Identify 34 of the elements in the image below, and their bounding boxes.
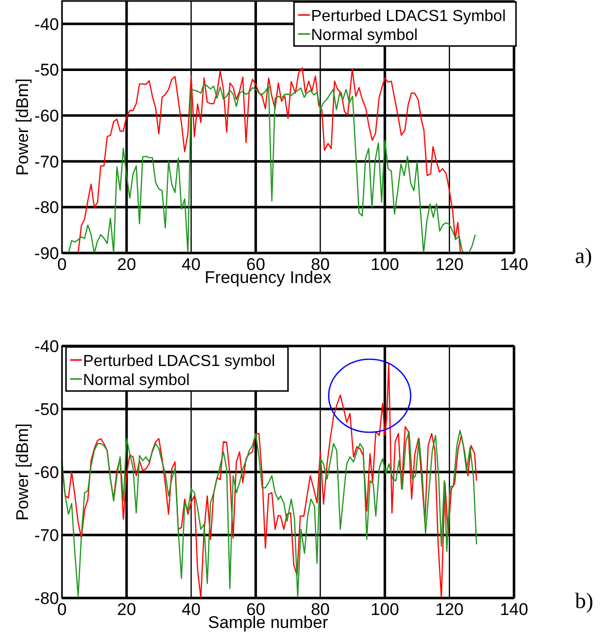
x-tick-label: 120: [435, 255, 464, 274]
x-tick-label: 80: [310, 600, 330, 619]
y-axis-title: Power [dBm]: [13, 423, 32, 521]
x-tick-label: 0: [57, 600, 67, 619]
legend-label: Perturbed LDACS1 Symbol: [311, 8, 506, 25]
x-tick-label: 20: [117, 255, 136, 274]
y-tick-label: -50: [34, 60, 59, 80]
y-tick-label: -60: [34, 463, 59, 482]
text: b): [575, 588, 594, 613]
x-tick-label: 120: [435, 600, 464, 619]
y-axis-title: Power [dBm]: [13, 78, 32, 176]
legend-label: Normal symbol: [83, 372, 190, 389]
y-tick-label: -90: [34, 244, 59, 263]
x-tick-label: 40: [182, 600, 201, 619]
y-tick-label: -40: [34, 14, 59, 34]
x-tick-label: 20: [117, 600, 136, 619]
y-tick-label: -70: [34, 152, 59, 172]
y-tick-label: -40: [34, 337, 59, 356]
text: a): [575, 243, 592, 268]
line-series: [62, 430, 478, 598]
x-tick-label: 60: [246, 255, 266, 274]
y-tick-label: -50: [34, 400, 59, 419]
legend-label: Perturbed LDACS1 symbol: [83, 353, 276, 370]
x-tick-label: 140: [500, 255, 528, 274]
y-tick-label: -70: [34, 526, 59, 545]
x-tick-label: 140: [500, 600, 528, 619]
legend-label: Normal symbol: [311, 27, 418, 44]
y-tick-label: -60: [34, 106, 59, 126]
y-tick-label: -80: [34, 589, 59, 608]
x-tick-label: 0: [57, 255, 67, 274]
x-tick-label: 100: [370, 255, 400, 274]
x-tick-label: 100: [370, 600, 400, 619]
y-tick-label: -80: [34, 198, 59, 218]
x-tick-label: 40: [182, 255, 201, 274]
